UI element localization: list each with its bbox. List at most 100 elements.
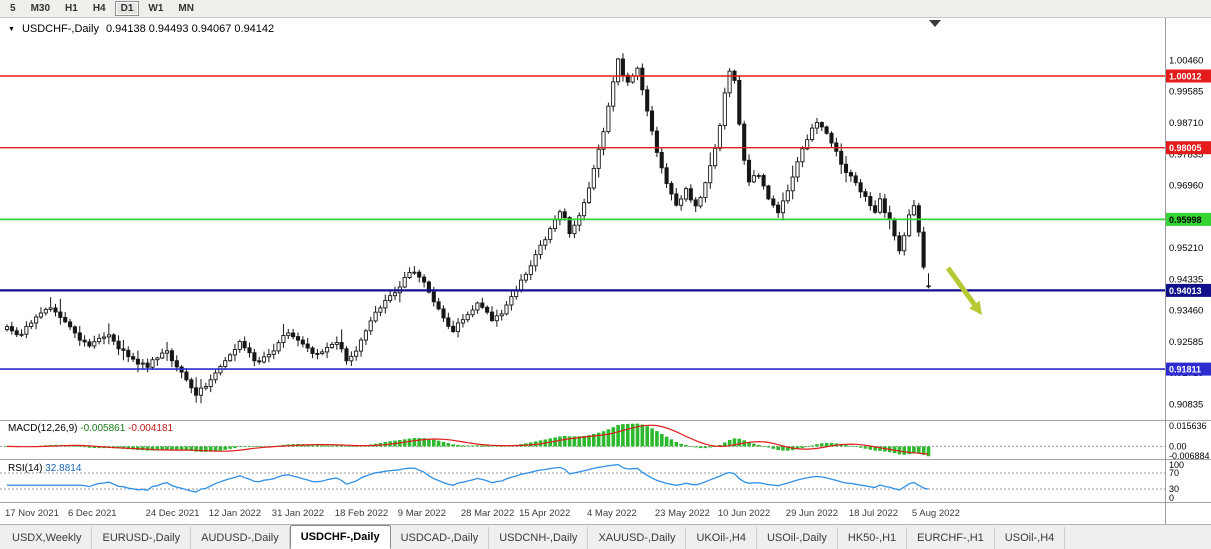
svg-text:6 Dec 2021: 6 Dec 2021 xyxy=(68,508,117,519)
symbol-tab-list: USDX,Weekly EURUSD-,Daily AUDUSD-,Daily USD… xyxy=(2,525,1066,549)
tab-label: USOil-,Daily xyxy=(766,532,827,544)
tab-hk50-h1[interactable]: HK50-,H1 xyxy=(838,527,908,549)
tab-label: XAUUSD-,Daily xyxy=(598,532,676,544)
svg-text:31 Jan 2022: 31 Jan 2022 xyxy=(272,508,324,519)
tab-eurchf-h1[interactable]: EURCHF-,H1 xyxy=(907,527,995,549)
price-level-badges: 1.00012 0.98005 0.95998 0.94013 0.91811 xyxy=(1166,69,1211,376)
svg-text:18 Feb 2022: 18 Feb 2022 xyxy=(335,508,388,519)
tab-eurusd-daily[interactable]: EURUSD-,Daily xyxy=(92,527,192,549)
tab-label: USDX,Weekly xyxy=(12,532,82,544)
svg-text:0.94013: 0.94013 xyxy=(1169,286,1202,296)
svg-text:29 Jun 2022: 29 Jun 2022 xyxy=(786,508,838,519)
candlestick-series xyxy=(4,53,931,404)
svg-text:15 Apr 2022: 15 Apr 2022 xyxy=(519,508,570,519)
horizontal-level-lines[interactable] xyxy=(0,75,1166,370)
svg-text:1.00460: 1.00460 xyxy=(1169,56,1203,67)
svg-text:10 Jun 2022: 10 Jun 2022 xyxy=(718,508,770,519)
svg-text:0.98005: 0.98005 xyxy=(1169,143,1202,153)
timeframe-button-5[interactable]: 5 xyxy=(4,1,22,16)
rsi-name: RSI(14) xyxy=(8,463,43,474)
tab-usoil-h4[interactable]: USOil-,H4 xyxy=(995,527,1066,549)
timeframe-button-d1[interactable]: D1 xyxy=(114,1,140,16)
svg-text:0.99585: 0.99585 xyxy=(1169,87,1203,98)
svg-text:-0.006884: -0.006884 xyxy=(1169,451,1210,461)
price-badge-1.00012: 1.00012 xyxy=(1166,69,1211,83)
timeframe-button-h4[interactable]: H4 xyxy=(87,1,112,16)
svg-text:18 Jul 2022: 18 Jul 2022 xyxy=(849,508,898,519)
tab-usdcad-daily[interactable]: USDCAD-,Daily xyxy=(391,527,490,549)
tab-usdx-weekly[interactable]: USDX,Weekly xyxy=(2,527,93,549)
symbol-dropdown-icon[interactable]: ▼ xyxy=(8,25,15,33)
svg-text:0.90835: 0.90835 xyxy=(1169,400,1203,411)
svg-text:4 May 2022: 4 May 2022 xyxy=(587,508,637,519)
macd-panel: 0.015636 0.00-0.006884 xyxy=(0,421,1210,461)
panel-dividers xyxy=(0,18,1211,524)
price-axis[interactable]: 1.004600.995850.987100.978350.969600.960… xyxy=(1169,56,1203,411)
tab-label: USDCNH-,Daily xyxy=(499,532,578,544)
svg-text:28 Mar 2022: 28 Mar 2022 xyxy=(461,508,514,519)
tab-label: USDCAD-,Daily xyxy=(400,532,479,544)
rsi-value: 32.8814 xyxy=(45,463,82,474)
price-badge-0.94013: 0.94013 xyxy=(1166,283,1211,297)
symbol-tabbar: USDX,Weekly EURUSD-,Daily AUDUSD-,Daily USD… xyxy=(0,524,1211,549)
svg-text:0.96960: 0.96960 xyxy=(1169,181,1203,192)
price-badge-0.95998: 0.95998 xyxy=(1166,212,1211,226)
rsi-line xyxy=(7,463,929,493)
tab-label: USDCHF-,Daily xyxy=(300,531,380,543)
time-axis[interactable]: 17 Nov 2021 6 Dec 2021 24 Dec 2021 12 Jan 2… xyxy=(5,508,960,519)
tab-audusd-daily[interactable]: AUDUSD-,Daily xyxy=(191,527,290,549)
svg-text:100: 100 xyxy=(1169,460,1184,470)
tab-label: AUDUSD-,Daily xyxy=(201,532,279,544)
drawn-annotations[interactable] xyxy=(945,266,982,315)
timeframe-button-mn[interactable]: MN xyxy=(172,1,200,16)
chart-ohlc-values: 0.94138 0.94493 0.94067 0.94142 xyxy=(105,23,275,35)
macd-signal-line xyxy=(6,424,929,455)
tab-usdchf-daily[interactable]: USDCHF-,Daily xyxy=(289,525,391,549)
tab-usoil-daily[interactable]: USOil-,Daily xyxy=(757,527,838,549)
macd-label: MACD(12,26,9) -0.005861 -0.004181 xyxy=(8,423,173,434)
chart-shift-marker-icon[interactable] xyxy=(929,20,941,27)
svg-text:17 Nov 2021: 17 Nov 2021 xyxy=(5,508,59,519)
svg-text:24 Dec 2021: 24 Dec 2021 xyxy=(146,508,200,519)
timeframe-button-list: 5 M30 H1 H4 D1 W1 MN xyxy=(4,1,200,16)
tab-xauusd-daily[interactable]: XAUUSD-,Daily xyxy=(588,527,687,549)
svg-text:5 Aug 2022: 5 Aug 2022 xyxy=(912,508,960,519)
svg-text:0.00: 0.00 xyxy=(1169,441,1187,451)
svg-text:0.98710: 0.98710 xyxy=(1169,118,1203,129)
timeframe-toolbar: 5 M30 H1 H4 D1 W1 MN xyxy=(0,0,1211,18)
svg-text:0.94335: 0.94335 xyxy=(1169,274,1203,285)
macd-name: MACD(12,26,9) xyxy=(8,423,78,434)
tab-label: USOil-,H4 xyxy=(1004,532,1055,544)
timeframe-button-m30[interactable]: M30 xyxy=(25,1,56,16)
svg-text:12 Jan 2022: 12 Jan 2022 xyxy=(209,508,261,519)
arrow-annotation[interactable] xyxy=(945,266,982,315)
tab-label: HK50-,H1 xyxy=(847,532,897,544)
svg-text:0.015636: 0.015636 xyxy=(1169,421,1207,431)
svg-text:0.93460: 0.93460 xyxy=(1169,306,1203,317)
svg-text:0.95998: 0.95998 xyxy=(1169,215,1202,225)
chart-markers xyxy=(929,20,941,27)
price-badge-0.98005: 0.98005 xyxy=(1166,141,1211,155)
tab-label: EURCHF-,H1 xyxy=(917,532,984,544)
svg-text:0.92585: 0.92585 xyxy=(1169,337,1203,348)
svg-text:0: 0 xyxy=(1169,493,1174,503)
timeframe-button-w1[interactable]: W1 xyxy=(142,1,169,16)
tab-ukoil-h4[interactable]: UKOil-,H4 xyxy=(686,527,757,549)
macd-signal-value: -0.004181 xyxy=(128,423,174,434)
tab-usdcnh-daily[interactable]: USDCNH-,Daily xyxy=(489,527,589,549)
svg-text:0.97835: 0.97835 xyxy=(1169,149,1203,160)
svg-text:9 Mar 2022: 9 Mar 2022 xyxy=(398,508,446,519)
tab-label: UKOil-,H4 xyxy=(696,532,746,544)
macd-main-value: -0.005861 xyxy=(80,423,126,434)
svg-text:30: 30 xyxy=(1169,484,1179,494)
price-badge-0.91811: 0.91811 xyxy=(1166,362,1211,376)
svg-text:1.00012: 1.00012 xyxy=(1169,72,1202,82)
svg-text:0.91811: 0.91811 xyxy=(1169,365,1201,375)
svg-text:70: 70 xyxy=(1169,468,1179,478)
svg-text:23 May 2022: 23 May 2022 xyxy=(655,508,710,519)
svg-text:0.95210: 0.95210 xyxy=(1169,243,1203,254)
timeframe-button-h1[interactable]: H1 xyxy=(59,1,84,16)
